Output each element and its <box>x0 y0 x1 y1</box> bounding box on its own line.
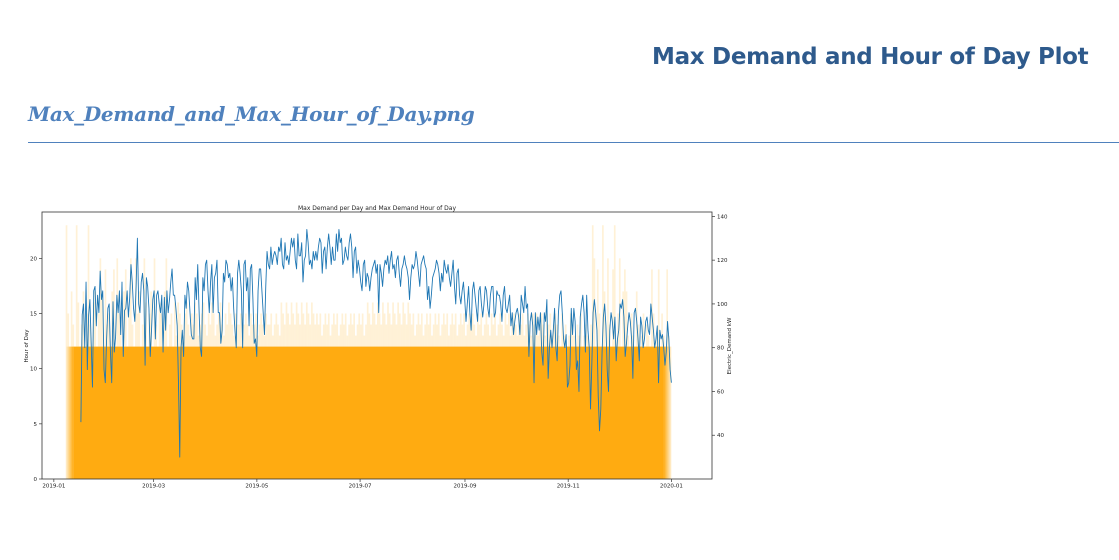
chart-title: Max Demand per Day and Max Demand Hour o… <box>298 205 456 212</box>
y-left-tick-label: 10 <box>30 367 37 373</box>
y-axis-left: 0 5 10 15 20 <box>30 256 42 483</box>
figure-caption: Max_Demand_and_Max_Hour_of_Day.png <box>28 102 475 126</box>
document-heading: Max Demand and Hour of Day Plot <box>652 44 1089 70</box>
y-right-tick-label: 140 <box>717 214 728 220</box>
y-left-tick-label: 0 <box>34 477 38 483</box>
hour-bar-base <box>73 346 664 479</box>
x-tick-label: 2019-03 <box>142 484 165 490</box>
hour-of-day-bars <box>65 225 672 479</box>
y-axis-right-label: Electric_Demand kW <box>727 317 733 374</box>
demand-chart: Max Demand per Day and Max Demand Hour o… <box>24 205 733 490</box>
y-right-tick-label: 80 <box>717 346 724 352</box>
x-tick-label: 2019-01 <box>42 484 65 490</box>
demand-line-layer <box>80 229 672 458</box>
x-tick-label: 2019-09 <box>453 484 476 490</box>
heading-divider <box>28 142 1119 143</box>
y-left-tick-label: 20 <box>30 256 37 262</box>
y-axis-right: 40 60 80 100 120 140 <box>712 214 728 439</box>
y-right-tick-label: 100 <box>717 302 728 308</box>
y-right-tick-label: 120 <box>717 258 728 264</box>
x-tick-label: 2019-11 <box>557 484 580 490</box>
y-right-tick-label: 60 <box>717 389 724 395</box>
plot-frame <box>41 211 713 480</box>
x-tick-label: 2020-01 <box>660 484 683 490</box>
y-right-tick-label: 40 <box>717 433 724 439</box>
x-tick-label: 2019-05 <box>245 484 268 490</box>
x-axis: 2019-01 2019-03 2019-05 2019-07 2019-09 2019-… <box>42 479 683 490</box>
y-left-tick-label: 5 <box>34 422 38 428</box>
y-left-tick-label: 15 <box>30 312 37 318</box>
y-axis-left-label: Hour of Day <box>24 329 30 363</box>
x-tick-label: 2019-07 <box>349 484 372 490</box>
hour-bar-edge-left <box>65 346 74 479</box>
demand-line <box>80 229 672 458</box>
hour-bar-edge-right <box>663 346 672 479</box>
